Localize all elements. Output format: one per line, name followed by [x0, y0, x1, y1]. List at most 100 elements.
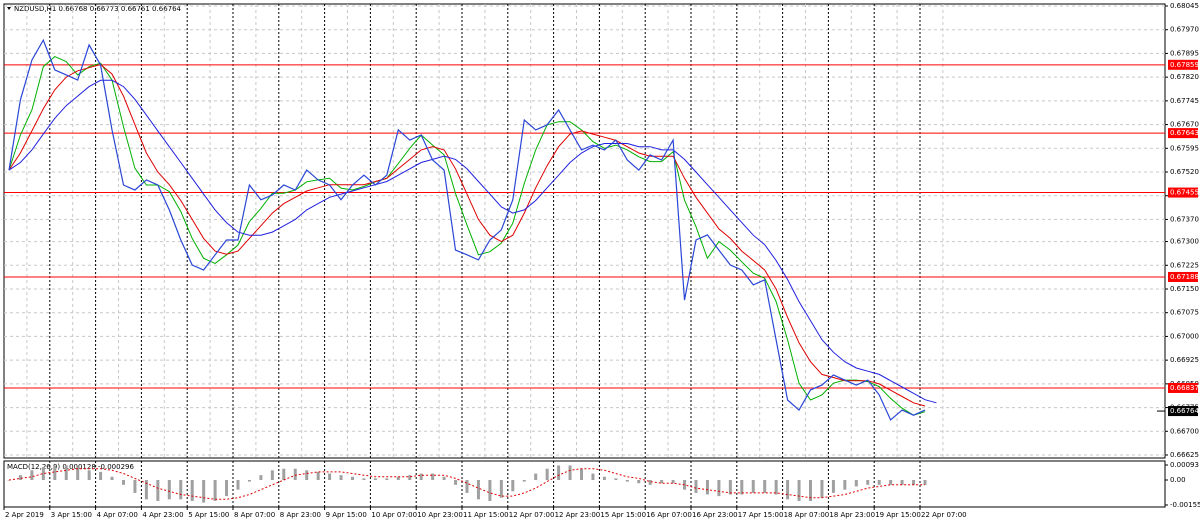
y-tick-label: 0.67150 [1170, 285, 1199, 293]
macd-bar [568, 465, 572, 480]
x-tick-label: 8 Apr 23:00 [280, 511, 321, 519]
x-tick-label: 17 Apr 15:00 [738, 511, 784, 519]
macd-bar [408, 475, 412, 480]
x-tick-label: 15 Apr 15:00 [600, 511, 646, 519]
macd-bar [156, 479, 160, 501]
macd-bar [328, 473, 332, 480]
macd-bar [431, 473, 435, 480]
x-tick-label: 10 Apr 23:00 [417, 511, 463, 519]
menu-arrow [7, 7, 11, 10]
x-tick-label: 16 Apr 07:00 [646, 511, 692, 519]
x-tick-label: 4 Apr 07:00 [97, 511, 138, 519]
level-label: 0.67643 [1170, 129, 1199, 137]
macd-bar [373, 478, 377, 480]
macd-bar [694, 479, 698, 493]
macd-bar [774, 479, 778, 495]
macd-frame [3, 460, 1166, 508]
macd-bar [912, 479, 916, 485]
x-tick-label: 22 Apr 07:00 [921, 511, 967, 519]
x-tick-label: 8 Apr 07:00 [234, 511, 275, 519]
y-tick-label: 0.67595 [1170, 144, 1199, 152]
macd-bar [602, 476, 606, 480]
macd-bar [717, 479, 721, 497]
x-tick-label: 4 Apr 23:00 [142, 511, 183, 519]
main-frame [3, 3, 1166, 459]
macd-bar [889, 479, 893, 485]
macd-bar [476, 479, 480, 500]
x-tick-label: 19 Apr 15:00 [875, 511, 921, 519]
y-tick-label: 0.67000 [1170, 332, 1199, 340]
y-tick-label: 0.00 [1170, 476, 1186, 484]
macd-bar [797, 479, 801, 501]
x-tick-label: 16 Apr 23:00 [692, 511, 738, 519]
level-label: 0.67859 [1170, 61, 1199, 69]
macd-bar [740, 479, 744, 495]
macd-bar [866, 479, 870, 485]
price-line [8, 38, 926, 421]
level-label: 0.67188 [1170, 273, 1199, 281]
macd-bar [454, 479, 458, 485]
macd-bar [488, 479, 492, 501]
macd-bar [580, 468, 583, 480]
y-tick-label: 0.66700 [1170, 427, 1199, 435]
macd-bar [625, 479, 629, 482]
x-tick-label: 9 Apr 15:00 [326, 511, 367, 519]
macd-bar [30, 470, 34, 480]
macd-bar [316, 471, 320, 480]
moving-average [8, 63, 926, 407]
macd-bar [225, 479, 229, 497]
macd-bar [110, 476, 114, 480]
macd-bar [179, 479, 183, 500]
y-tick-label: 0.67300 [1170, 238, 1199, 246]
macd-bar [728, 479, 732, 495]
macd-bar [820, 479, 824, 498]
macd-bar [7, 479, 11, 481]
x-tick-label: 2 Apr 2019 [5, 511, 44, 519]
y-tick-label: 0.68045 [1170, 2, 1199, 10]
macd-bar [591, 473, 595, 480]
y-tick-label: 0.67970 [1170, 26, 1199, 34]
macd-bar [660, 479, 664, 484]
y-tick-label: 0.00093 [1170, 461, 1199, 469]
y-tick-label: 0.66925 [1170, 356, 1199, 364]
macd-bar [362, 478, 366, 480]
chart-title: NZDUSD,H1 0.66768 0.66773 0.66761 0.6676… [14, 5, 182, 13]
macd-bar [465, 479, 469, 493]
level-label-box [1168, 187, 1198, 198]
macd-bar [786, 479, 790, 500]
macd-title: MACD(12,26,9) 0.000128 -0.000296 [7, 463, 134, 471]
macd-bar [144, 479, 148, 500]
macd-bar [293, 468, 297, 480]
macd-bar [671, 479, 675, 484]
macd-bar [351, 476, 354, 480]
macd-bar [190, 479, 194, 501]
y-tick-label: 0.67895 [1170, 49, 1199, 57]
macd-bar [167, 479, 171, 500]
level-label-box [1168, 271, 1198, 282]
macd-bar [236, 479, 240, 490]
macd-bar [18, 475, 22, 480]
y-tick-label: 0.67670 [1170, 121, 1199, 129]
macd-bar [648, 479, 652, 485]
x-tick-label: 12 Apr 23:00 [555, 511, 601, 519]
macd-bar [76, 467, 80, 480]
y-tick-label: 0.67370 [1170, 215, 1199, 223]
level-label: 0.66837 [1170, 384, 1199, 392]
level-label-box [1168, 59, 1198, 70]
macd-bar [247, 479, 251, 482]
macd-bar [877, 479, 881, 485]
macd-bar [133, 479, 137, 493]
macd-bar [923, 479, 927, 485]
y-tick-label: 0.67075 [1170, 309, 1199, 317]
macd-bar [339, 475, 343, 480]
macd-bar [854, 479, 858, 487]
macd-bar [831, 479, 835, 493]
x-tick-label: 3 Apr 15:00 [51, 511, 92, 519]
macd-bar [637, 479, 641, 484]
level-label-box [1168, 382, 1198, 393]
macd-bar [202, 479, 206, 503]
level-label-box [1168, 128, 1198, 139]
macd-bar [763, 479, 767, 493]
x-tick-label: 10 Apr 07:00 [371, 511, 417, 519]
